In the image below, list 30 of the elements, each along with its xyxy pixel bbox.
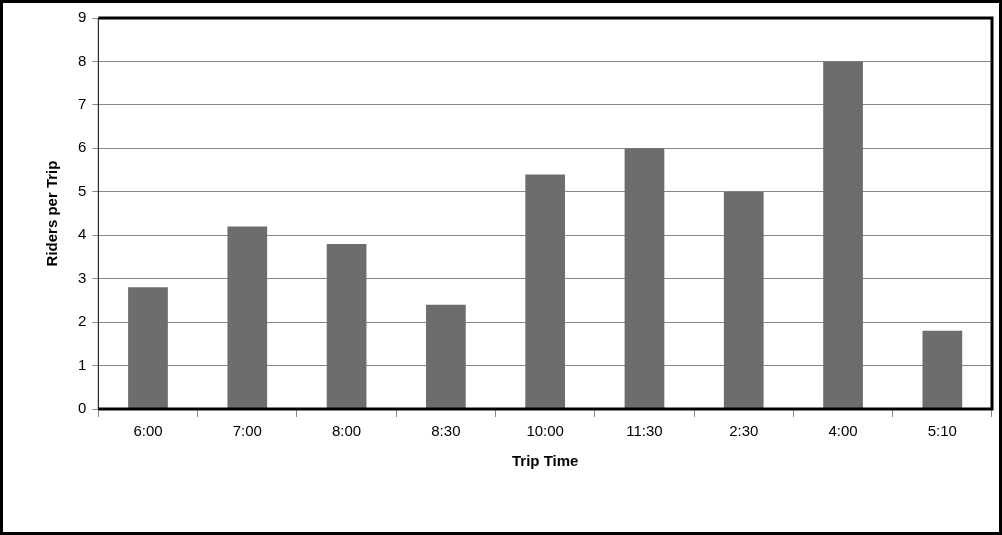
bar [326, 243, 367, 409]
y-axis-title: Riders per Trip [43, 160, 61, 267]
y-tick-label: 5 [78, 181, 87, 199]
y-tick-label: 3 [78, 268, 87, 286]
bar [723, 191, 764, 409]
y-tick-label: 6 [78, 138, 87, 156]
x-tick-label: 8:30 [431, 422, 461, 440]
bar [624, 148, 665, 409]
bar [823, 61, 863, 409]
y-tick-label: 2 [78, 312, 87, 330]
x-tick-label: 5:10 [927, 422, 957, 440]
y-tick-label: 0 [78, 399, 87, 417]
bar [922, 330, 963, 409]
x-tick-label: 6:00 [133, 422, 163, 440]
y-tick-label: 1 [78, 355, 87, 373]
y-tick-label: 8 [78, 51, 87, 69]
y-tick-label: 9 [78, 8, 87, 26]
x-tick-label: 4:00 [828, 422, 858, 440]
x-tick-label: 7:00 [232, 422, 262, 440]
x-tick-label: 11:30 [626, 422, 663, 440]
bar [426, 304, 466, 409]
x-tick-label: 2:30 [729, 422, 759, 440]
bar [525, 174, 566, 409]
y-tick-label: 7 [78, 95, 87, 113]
bar [128, 287, 168, 409]
x-tick-label: 10:00 [526, 422, 564, 440]
y-tick-label: 4 [78, 225, 87, 243]
x-axis-title: Trip Time [511, 452, 579, 470]
x-tick-label: 8:00 [331, 422, 362, 440]
bar [227, 226, 268, 409]
